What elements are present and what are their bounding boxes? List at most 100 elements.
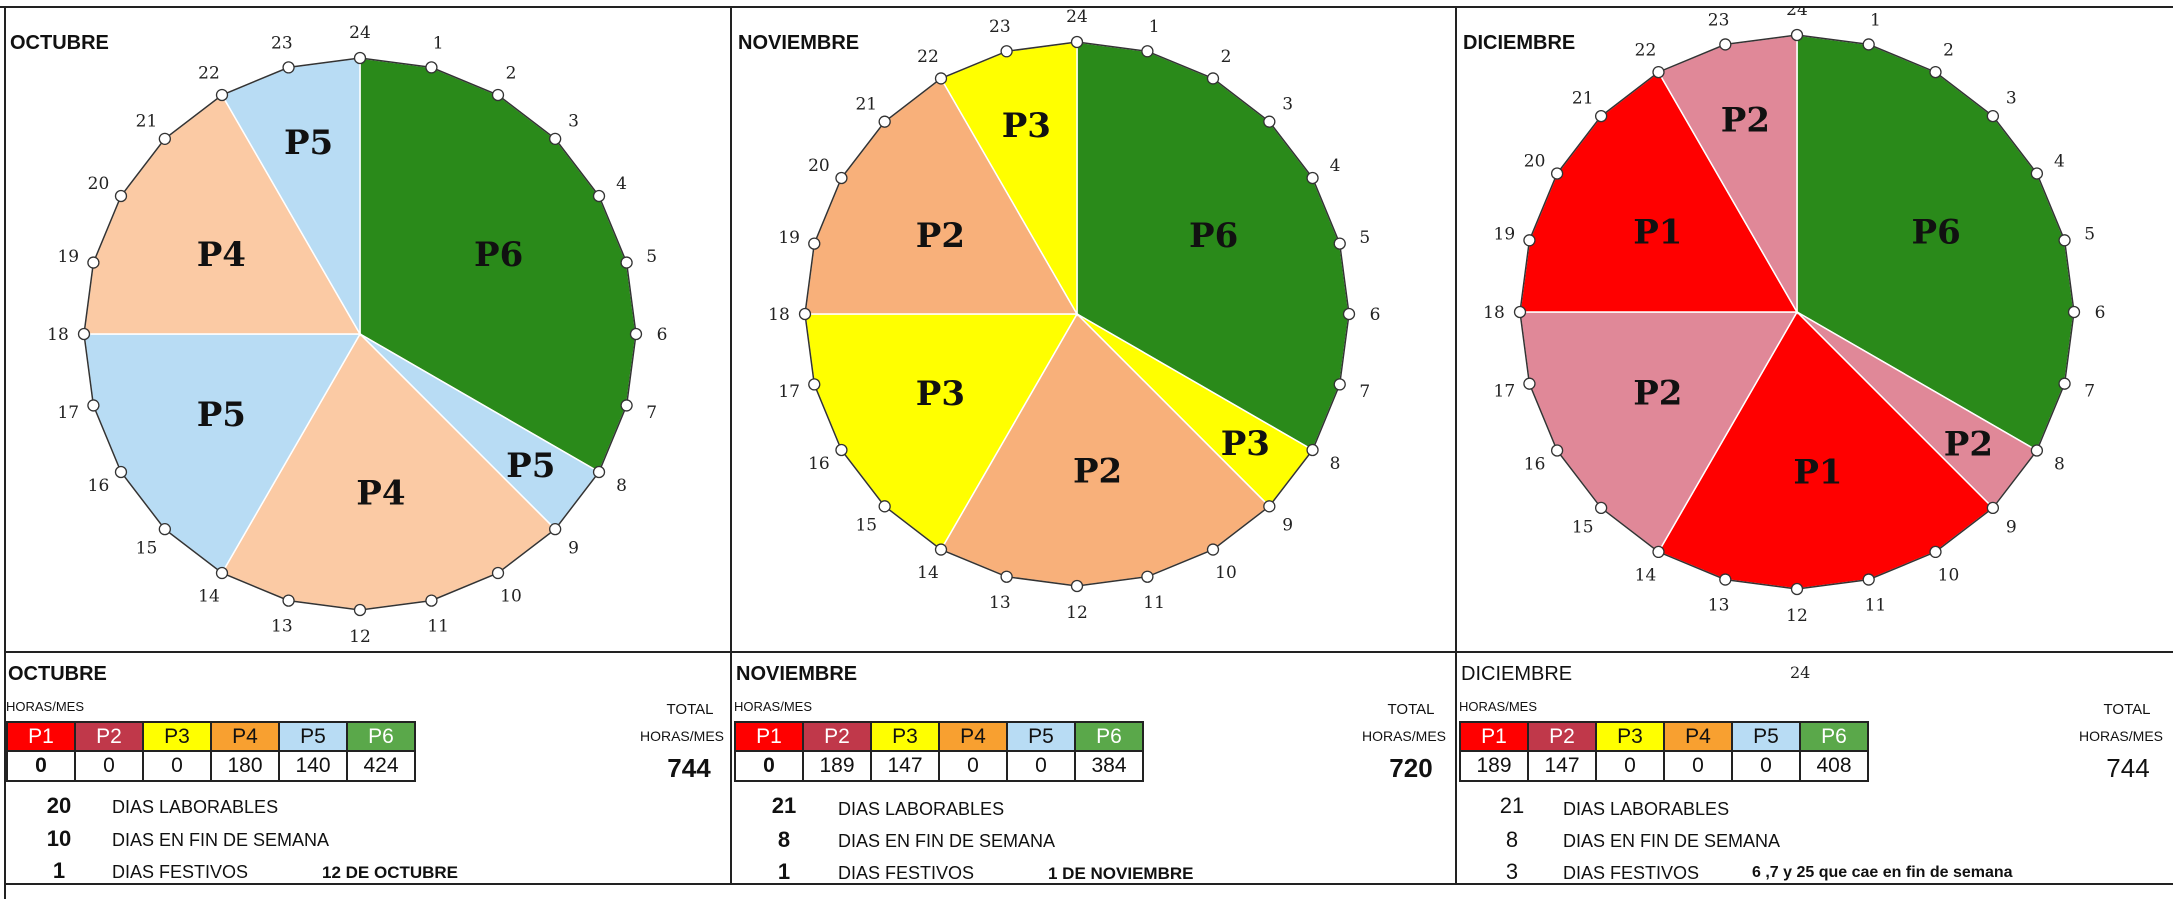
table-title: OCTUBRE bbox=[8, 663, 107, 685]
hour-label: 8 bbox=[1330, 454, 1341, 474]
segment-label: P3 bbox=[1002, 106, 1051, 146]
hour-marker bbox=[215, 88, 229, 102]
hour-label: 3 bbox=[568, 111, 579, 131]
hour-marker bbox=[114, 189, 128, 203]
hour-marker bbox=[1141, 570, 1154, 583]
segment-label: P1 bbox=[1633, 213, 1682, 253]
hour-marker bbox=[549, 523, 562, 536]
hour-label: 16 bbox=[88, 476, 110, 496]
hour-marker bbox=[808, 237, 821, 250]
hour-label: 6 bbox=[657, 325, 668, 345]
value-p4: 0 bbox=[938, 750, 1008, 782]
finde-label: DIAS EN FIN DE SEMANA bbox=[1563, 831, 1781, 851]
hour-label: 21 bbox=[1572, 89, 1594, 109]
hour-label: 4 bbox=[2054, 152, 2065, 172]
segment-label: P2 bbox=[1944, 425, 1993, 465]
hour-label: 17 bbox=[778, 382, 800, 402]
hour-marker bbox=[491, 88, 505, 102]
hour-label: 4 bbox=[616, 174, 627, 194]
hour-label: 14 bbox=[917, 563, 939, 583]
hour-marker bbox=[835, 443, 848, 457]
hour-label: 3 bbox=[2006, 89, 2017, 109]
value-p1: 0 bbox=[6, 750, 76, 782]
hour-label: 19 bbox=[1494, 225, 1516, 245]
table-extra-label: 24 bbox=[1790, 663, 1811, 682]
festivos-count: 1 bbox=[52, 858, 66, 883]
total-label: TOTAL bbox=[1387, 701, 1435, 718]
festivo-note: 6 ,7 y 25 que cae en fin de semana bbox=[1752, 864, 2013, 881]
segment-label: P5 bbox=[506, 446, 555, 486]
total-value: 720 bbox=[1389, 753, 1433, 783]
hour-marker bbox=[158, 132, 171, 145]
hour-label: 12 bbox=[1786, 606, 1808, 626]
hour-label: 9 bbox=[2006, 517, 2017, 537]
total-label-2: HORAS/MES bbox=[2078, 728, 2163, 744]
hour-marker bbox=[2058, 234, 2071, 247]
hour-label: 5 bbox=[1359, 228, 1370, 248]
hour-marker bbox=[1306, 171, 1319, 185]
total-label-2: HORAS/MES bbox=[639, 728, 724, 744]
laborables-count: 21 bbox=[1499, 793, 1525, 818]
header-p3: P3 bbox=[1595, 721, 1665, 752]
hour-marker bbox=[934, 543, 948, 556]
hour-marker bbox=[425, 61, 438, 74]
hour-marker bbox=[114, 465, 128, 479]
value-p5: 0 bbox=[1006, 750, 1076, 782]
finde-label: DIAS EN FIN DE SEMANA bbox=[112, 830, 330, 850]
month-title: DICIEMBRE bbox=[1463, 32, 1576, 54]
hour-label: 14 bbox=[1635, 565, 1657, 585]
hour-marker bbox=[1070, 579, 1084, 593]
hour-label: 20 bbox=[808, 156, 830, 176]
hour-label: 22 bbox=[198, 63, 220, 83]
panel-octubre-table: OCTUBRE HORAS/MES P1 P2 P3 P4 P5 P6 0 0 … bbox=[4, 651, 732, 883]
value-p4: 0 bbox=[1663, 750, 1733, 782]
hour-label: 7 bbox=[646, 403, 657, 423]
header-p2: P2 bbox=[1527, 721, 1597, 752]
hour-label: 2 bbox=[1943, 41, 1954, 61]
header-p1: P1 bbox=[6, 721, 76, 752]
panel-diciembre-table: DICIEMBRE 24 HORAS/MES P1 P2 P3 P4 P5 P6… bbox=[1457, 651, 2173, 884]
segment-label: P3 bbox=[916, 374, 965, 414]
hour-marker bbox=[1523, 234, 1536, 247]
festivos-count: 3 bbox=[1505, 859, 1519, 884]
bottom-border bbox=[4, 883, 2173, 885]
hour-label: 7 bbox=[1359, 382, 1370, 402]
header-p6: P6 bbox=[1074, 721, 1144, 752]
hour-marker bbox=[878, 500, 891, 513]
hour-label: 16 bbox=[1524, 455, 1546, 475]
hour-marker bbox=[1790, 582, 1804, 596]
hour-marker bbox=[1206, 72, 1220, 85]
value-p6: 424 bbox=[346, 750, 416, 782]
hour-label: 6 bbox=[1370, 305, 1381, 325]
value-p4: 180 bbox=[210, 750, 280, 782]
value-p6: 408 bbox=[1799, 750, 1869, 782]
hour-marker bbox=[1594, 109, 1608, 123]
hour-label: 13 bbox=[271, 617, 293, 637]
hour-label: 24 bbox=[349, 23, 371, 43]
total-label-2: HORAS/MES bbox=[1361, 728, 1446, 744]
hour-label: 10 bbox=[500, 587, 522, 607]
hour-marker bbox=[1523, 377, 1536, 390]
hour-label: 21 bbox=[136, 111, 158, 131]
laborables-label: DIAS LABORABLES bbox=[838, 799, 1005, 819]
hour-label: 24 bbox=[1066, 8, 1088, 27]
value-p3: 147 bbox=[870, 750, 940, 782]
horas-mes-label: HORAS/MES bbox=[734, 699, 813, 714]
hour-marker bbox=[620, 399, 633, 412]
segment-label: P3 bbox=[1221, 424, 1270, 464]
hour-label: 13 bbox=[989, 593, 1011, 613]
hour-marker bbox=[620, 256, 633, 269]
month-title: OCTUBRE bbox=[10, 32, 109, 54]
hour-marker bbox=[549, 132, 562, 145]
hour-label: 23 bbox=[271, 33, 293, 53]
hour-label: 21 bbox=[855, 94, 877, 114]
hour-label: 20 bbox=[88, 174, 110, 194]
table-title: NOVIEMBRE bbox=[736, 663, 858, 685]
hour-marker bbox=[491, 566, 505, 580]
finde-count: 8 bbox=[1505, 827, 1519, 852]
periods-table: P1 P2 P3 P4 P5 P6 0 189 147 0 0 384 bbox=[734, 721, 1144, 782]
hour-label: 11 bbox=[1865, 596, 1887, 616]
hour-label: 15 bbox=[136, 539, 158, 559]
header-p4: P4 bbox=[210, 721, 280, 752]
hour-label: 9 bbox=[568, 539, 579, 559]
